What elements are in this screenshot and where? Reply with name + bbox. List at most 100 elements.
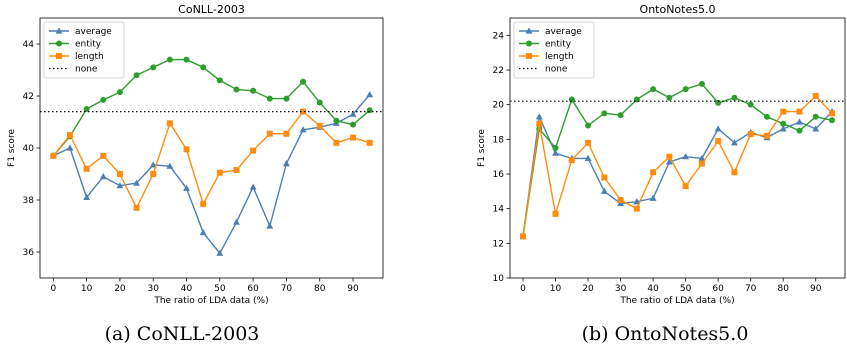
- point-entity: [666, 94, 673, 101]
- point-average: [552, 149, 559, 156]
- chart-title: CoNLL-2003: [178, 3, 245, 16]
- point-length: [552, 210, 559, 217]
- x-tick-label: 80: [777, 284, 789, 294]
- y-tick-label: 36: [23, 248, 35, 258]
- point-length: [666, 153, 673, 160]
- point-entity: [183, 56, 190, 63]
- point-length: [233, 167, 240, 174]
- x-tick-label: 40: [647, 284, 659, 294]
- point-entity: [698, 80, 705, 87]
- point-entity: [617, 112, 624, 119]
- y-tick-label: 40: [23, 144, 35, 154]
- point-entity: [552, 145, 559, 151]
- point-average: [266, 222, 274, 229]
- point-length: [50, 152, 57, 159]
- point-entity: [747, 101, 754, 108]
- point-length: [333, 139, 340, 146]
- series-average: [49, 91, 374, 256]
- point-entity: [812, 113, 819, 120]
- legend-marker-length: [526, 53, 532, 59]
- point-entity: [266, 95, 273, 102]
- point-average: [233, 218, 240, 225]
- point-length: [796, 108, 803, 115]
- point-length: [366, 139, 373, 146]
- point-entity: [133, 72, 140, 79]
- y-tick-label: 10: [493, 274, 505, 284]
- point-average: [812, 125, 820, 132]
- chart-title: OntoNotes5.0: [640, 3, 716, 16]
- x-tick-label: 60: [712, 284, 724, 294]
- series-line-entity: [52, 58, 371, 157]
- point-entity: [780, 120, 787, 127]
- point-entity: [166, 56, 173, 63]
- point-entity: [216, 77, 223, 84]
- point-length: [747, 131, 754, 138]
- point-average: [183, 184, 190, 191]
- x-tick-label: 0: [520, 284, 526, 294]
- point-entity: [568, 96, 575, 103]
- y-tick-label: 18: [493, 135, 505, 145]
- point-length: [266, 130, 273, 137]
- point-entity: [796, 127, 803, 134]
- y-tick-label: 14: [493, 205, 505, 215]
- point-average: [149, 161, 157, 168]
- point-average: [83, 193, 91, 200]
- x-tick-label: 70: [281, 284, 293, 294]
- legend-label-none: none: [545, 65, 568, 75]
- point-entity: [650, 86, 657, 93]
- point-average: [731, 139, 738, 146]
- point-length: [731, 169, 738, 176]
- legend: average entity length none: [513, 21, 595, 79]
- y-tick-label: 42: [23, 92, 34, 102]
- point-length: [682, 183, 689, 190]
- point-entity: [682, 86, 689, 93]
- point-length: [283, 130, 290, 137]
- point-length: [812, 93, 819, 99]
- point-entity: [585, 122, 592, 129]
- point-average: [366, 91, 374, 98]
- point-length: [150, 171, 157, 177]
- series-average: [519, 108, 836, 239]
- y-tick-label: 22: [493, 66, 504, 76]
- x-tick-label: 40: [181, 284, 193, 294]
- point-length: [316, 122, 323, 129]
- series-entity: [50, 56, 373, 159]
- x-tick-label: 90: [347, 284, 359, 294]
- point-average: [166, 162, 174, 169]
- x-tick-label: 10: [81, 284, 93, 294]
- x-tick-label: 10: [550, 284, 562, 294]
- point-length: [536, 120, 543, 127]
- caption-ontonotes: (b) OntoNotes5.0: [582, 323, 749, 345]
- point-average: [99, 173, 107, 180]
- point-length: [568, 157, 575, 164]
- point-length: [100, 152, 107, 159]
- y-axis-label: F1 score: [7, 129, 17, 167]
- point-average: [796, 118, 803, 125]
- point-average: [66, 144, 74, 151]
- x-tick-label: 20: [582, 284, 594, 294]
- series-length: [520, 93, 835, 240]
- point-length: [617, 197, 624, 203]
- point-length: [763, 132, 770, 139]
- point-entity: [333, 117, 340, 124]
- legend-label-length: length: [545, 52, 574, 62]
- x-tick-label: 60: [247, 284, 259, 294]
- point-length: [116, 171, 123, 177]
- point-average: [216, 249, 224, 256]
- x-tick-label: 50: [680, 284, 692, 294]
- point-length: [780, 108, 787, 115]
- legend-marker-entity: [56, 40, 62, 47]
- x-tick-label: 80: [314, 284, 326, 294]
- point-length: [650, 169, 657, 176]
- point-entity: [828, 117, 835, 124]
- point-entity: [366, 107, 373, 114]
- point-average: [535, 113, 543, 120]
- point-entity: [715, 99, 722, 106]
- point-length: [66, 132, 73, 138]
- x-tick-label: 50: [214, 284, 226, 294]
- point-entity: [731, 94, 738, 101]
- point-average: [299, 126, 307, 133]
- point-length: [250, 147, 257, 154]
- x-axis-label: The ratio of LDA data (%): [619, 296, 734, 306]
